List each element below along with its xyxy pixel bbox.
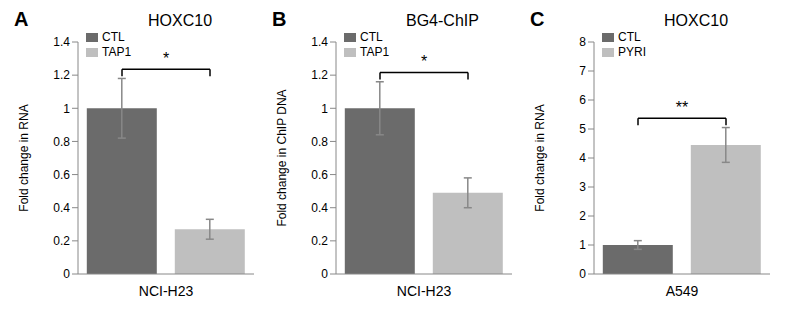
svg-text:Fold change in RNA: Fold change in RNA bbox=[533, 104, 547, 211]
html-text:CTL: CTL bbox=[360, 30, 383, 44]
svg-text:0.4: 0.4 bbox=[311, 201, 328, 215]
svg-text:1.2: 1.2 bbox=[311, 68, 328, 82]
svg-text:0: 0 bbox=[321, 267, 328, 281]
svg-text:*: * bbox=[163, 50, 169, 67]
html-text:A: A bbox=[14, 8, 29, 30]
html-text:B: B bbox=[272, 8, 287, 30]
svg-text:Fold change in ChIP DNA: Fold change in ChIP DNA bbox=[275, 89, 289, 226]
svg-text:0: 0 bbox=[63, 267, 70, 281]
svg-text:Fold change in RNA: Fold change in RNA bbox=[17, 104, 31, 211]
html-text:TAP1: TAP1 bbox=[360, 45, 390, 59]
svg-text:0.8: 0.8 bbox=[53, 135, 70, 149]
html-text:TAP1: TAP1 bbox=[102, 45, 132, 59]
svg-text:2: 2 bbox=[579, 209, 586, 223]
svg-text:0.4: 0.4 bbox=[53, 201, 70, 215]
svg-text:5: 5 bbox=[579, 122, 586, 136]
svg-text:A549: A549 bbox=[666, 283, 699, 299]
svg-text:0.2: 0.2 bbox=[311, 234, 328, 248]
svg-text:1.4: 1.4 bbox=[53, 35, 70, 49]
svg-text:1: 1 bbox=[321, 102, 328, 116]
svg-text:1: 1 bbox=[63, 102, 70, 116]
html-text:BG4-ChIP: BG4-ChIP bbox=[406, 12, 479, 29]
svg-text:4: 4 bbox=[579, 151, 586, 165]
svg-text:**: ** bbox=[676, 99, 688, 116]
svg-text:8: 8 bbox=[579, 35, 586, 49]
html-text:CTL: CTL bbox=[618, 30, 641, 44]
svg-text:1.4: 1.4 bbox=[311, 35, 328, 49]
html-text:C: C bbox=[530, 8, 545, 30]
svg-text:0.2: 0.2 bbox=[53, 234, 70, 248]
html-text:PYRI: PYRI bbox=[618, 45, 646, 59]
html-text:HOXC10: HOXC10 bbox=[664, 12, 728, 29]
svg-text:6: 6 bbox=[579, 93, 586, 107]
svg-text:3: 3 bbox=[579, 180, 586, 194]
svg-text:*: * bbox=[421, 53, 427, 70]
svg-text:NCI-H23: NCI-H23 bbox=[139, 283, 194, 299]
svg-text:0.6: 0.6 bbox=[311, 168, 328, 182]
svg-text:7: 7 bbox=[579, 64, 586, 78]
svg-text:0: 0 bbox=[579, 267, 586, 281]
svg-text:0.6: 0.6 bbox=[53, 168, 70, 182]
html-text:CTL: CTL bbox=[102, 30, 125, 44]
svg-text:NCI-H23: NCI-H23 bbox=[397, 283, 452, 299]
svg-text:1: 1 bbox=[579, 238, 586, 252]
html-text:HOXC10: HOXC10 bbox=[148, 12, 212, 29]
svg-text:1.2: 1.2 bbox=[53, 68, 70, 82]
svg-text:0.8: 0.8 bbox=[311, 135, 328, 149]
